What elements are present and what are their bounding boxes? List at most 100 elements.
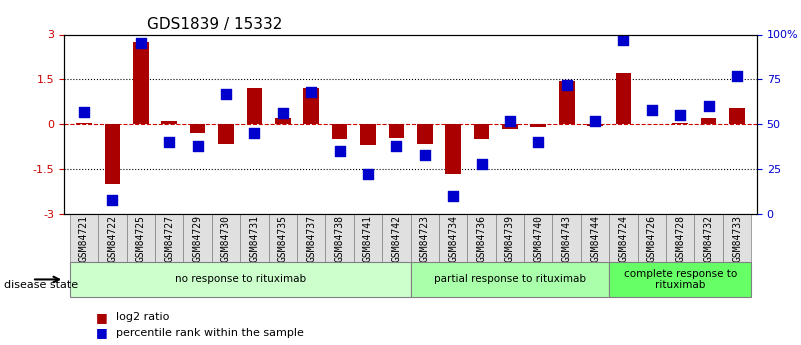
Text: GSM84744: GSM84744 xyxy=(590,215,600,262)
Bar xyxy=(445,124,461,174)
FancyBboxPatch shape xyxy=(240,214,268,262)
Point xyxy=(333,148,346,154)
FancyBboxPatch shape xyxy=(553,214,581,262)
Point xyxy=(617,37,630,43)
Text: percentile rank within the sample: percentile rank within the sample xyxy=(116,328,304,338)
Text: GSM84743: GSM84743 xyxy=(562,215,572,262)
Text: GSM84742: GSM84742 xyxy=(392,215,401,262)
Text: GSM84721: GSM84721 xyxy=(79,215,89,262)
Point xyxy=(248,130,261,136)
Bar xyxy=(332,124,348,139)
Bar xyxy=(502,124,517,129)
FancyBboxPatch shape xyxy=(99,214,127,262)
Bar xyxy=(616,73,631,124)
Text: log2 ratio: log2 ratio xyxy=(116,313,170,322)
FancyBboxPatch shape xyxy=(496,214,524,262)
Bar xyxy=(587,124,603,126)
FancyBboxPatch shape xyxy=(723,214,751,262)
FancyBboxPatch shape xyxy=(638,214,666,262)
Text: GSM84724: GSM84724 xyxy=(618,215,629,262)
Text: ■: ■ xyxy=(96,326,108,339)
Text: GSM84723: GSM84723 xyxy=(420,215,429,262)
Bar xyxy=(275,118,291,124)
FancyBboxPatch shape xyxy=(70,262,410,297)
Text: GDS1839 / 15332: GDS1839 / 15332 xyxy=(147,17,283,32)
Point xyxy=(674,112,686,118)
Bar xyxy=(673,123,688,124)
FancyBboxPatch shape xyxy=(325,214,354,262)
Point xyxy=(646,107,658,112)
Bar xyxy=(76,123,92,124)
Point xyxy=(276,111,289,116)
FancyBboxPatch shape xyxy=(382,214,410,262)
Bar xyxy=(105,124,120,184)
Bar xyxy=(161,121,177,124)
Text: partial response to rituximab: partial response to rituximab xyxy=(434,275,586,284)
FancyBboxPatch shape xyxy=(610,262,751,297)
Bar xyxy=(559,81,574,124)
Text: GSM84735: GSM84735 xyxy=(278,215,288,262)
FancyBboxPatch shape xyxy=(524,214,553,262)
FancyBboxPatch shape xyxy=(211,214,240,262)
Text: GSM84728: GSM84728 xyxy=(675,215,686,262)
FancyBboxPatch shape xyxy=(410,262,610,297)
FancyBboxPatch shape xyxy=(439,214,467,262)
Point xyxy=(304,89,317,95)
FancyBboxPatch shape xyxy=(268,214,297,262)
Text: GSM84733: GSM84733 xyxy=(732,215,742,262)
Text: GSM84738: GSM84738 xyxy=(335,215,344,262)
Text: complete response to
rituximab: complete response to rituximab xyxy=(624,269,737,290)
Bar xyxy=(530,124,546,127)
Bar xyxy=(247,88,262,124)
Bar xyxy=(133,42,148,124)
Point xyxy=(418,152,431,157)
Bar xyxy=(360,124,376,145)
FancyBboxPatch shape xyxy=(354,214,382,262)
Point xyxy=(560,82,573,88)
FancyBboxPatch shape xyxy=(610,214,638,262)
Point xyxy=(475,161,488,166)
Point xyxy=(78,109,91,115)
Text: ■: ■ xyxy=(96,311,108,324)
Bar xyxy=(218,124,234,144)
Text: GSM84737: GSM84737 xyxy=(306,215,316,262)
Point xyxy=(447,193,460,199)
Bar xyxy=(388,124,405,138)
FancyBboxPatch shape xyxy=(297,214,325,262)
Bar xyxy=(473,124,489,139)
Point xyxy=(532,139,545,145)
Bar xyxy=(304,88,319,124)
FancyBboxPatch shape xyxy=(127,214,155,262)
Point xyxy=(731,73,743,79)
Point xyxy=(361,172,374,177)
FancyBboxPatch shape xyxy=(183,214,211,262)
Text: GSM84731: GSM84731 xyxy=(249,215,260,262)
Point xyxy=(589,118,602,124)
Point xyxy=(390,143,403,148)
Point xyxy=(191,143,204,148)
Bar xyxy=(417,124,433,144)
Text: GSM84725: GSM84725 xyxy=(135,215,146,262)
Text: GSM84740: GSM84740 xyxy=(533,215,543,262)
Text: no response to rituximab: no response to rituximab xyxy=(175,275,306,284)
Text: GSM84734: GSM84734 xyxy=(448,215,458,262)
Point xyxy=(219,91,232,97)
Text: GSM84736: GSM84736 xyxy=(477,215,486,262)
Point xyxy=(106,197,119,202)
FancyBboxPatch shape xyxy=(410,214,439,262)
FancyBboxPatch shape xyxy=(581,214,610,262)
FancyBboxPatch shape xyxy=(666,214,694,262)
Bar xyxy=(729,108,745,124)
FancyBboxPatch shape xyxy=(694,214,723,262)
FancyBboxPatch shape xyxy=(70,214,99,262)
Text: GSM84739: GSM84739 xyxy=(505,215,515,262)
Text: GSM84741: GSM84741 xyxy=(363,215,373,262)
Text: GSM84727: GSM84727 xyxy=(164,215,174,262)
Text: GSM84722: GSM84722 xyxy=(107,215,118,262)
FancyBboxPatch shape xyxy=(467,214,496,262)
Bar xyxy=(190,124,205,133)
FancyBboxPatch shape xyxy=(155,214,183,262)
Text: GSM84730: GSM84730 xyxy=(221,215,231,262)
Text: GSM84726: GSM84726 xyxy=(647,215,657,262)
Point xyxy=(702,104,715,109)
